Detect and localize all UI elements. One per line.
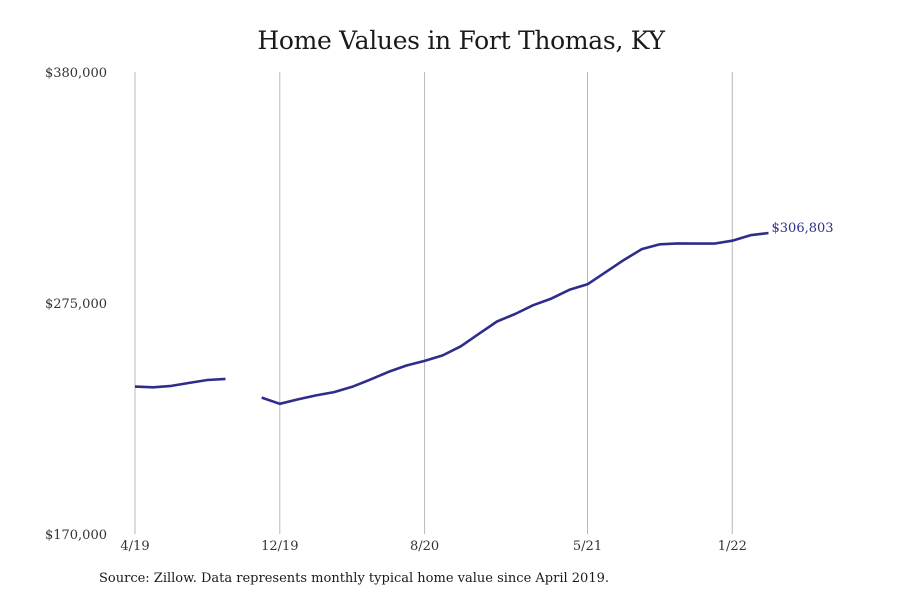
series-line-segment-1 — [261, 231, 769, 406]
x-tick-label: 4/19 — [120, 539, 149, 554]
x-axis: 4/19 12/19 8/20 5/21 1/22 — [120, 539, 747, 554]
chart-title: Home Values in Fort Thomas, KY — [257, 26, 665, 55]
y-tick-label: $380,000 — [45, 66, 107, 81]
x-tick-label: 8/20 — [410, 539, 439, 554]
y-axis: $380,000 $275,000 $170,000 — [45, 66, 107, 543]
x-tick-label: 1/22 — [718, 539, 747, 554]
y-tick-label: $275,000 — [45, 297, 107, 312]
series — [134, 231, 769, 406]
y-tick-label: $170,000 — [45, 528, 107, 543]
gridlines — [134, 72, 733, 534]
series-line-segment-0 — [134, 377, 226, 389]
end-value-label: $306,803 — [772, 221, 834, 236]
x-tick-label: 12/19 — [261, 539, 298, 554]
x-tick-label: 5/21 — [573, 539, 602, 554]
annotations: $306,803 — [772, 221, 834, 236]
source-note: Source: Zillow. Data represents monthly … — [99, 571, 609, 586]
